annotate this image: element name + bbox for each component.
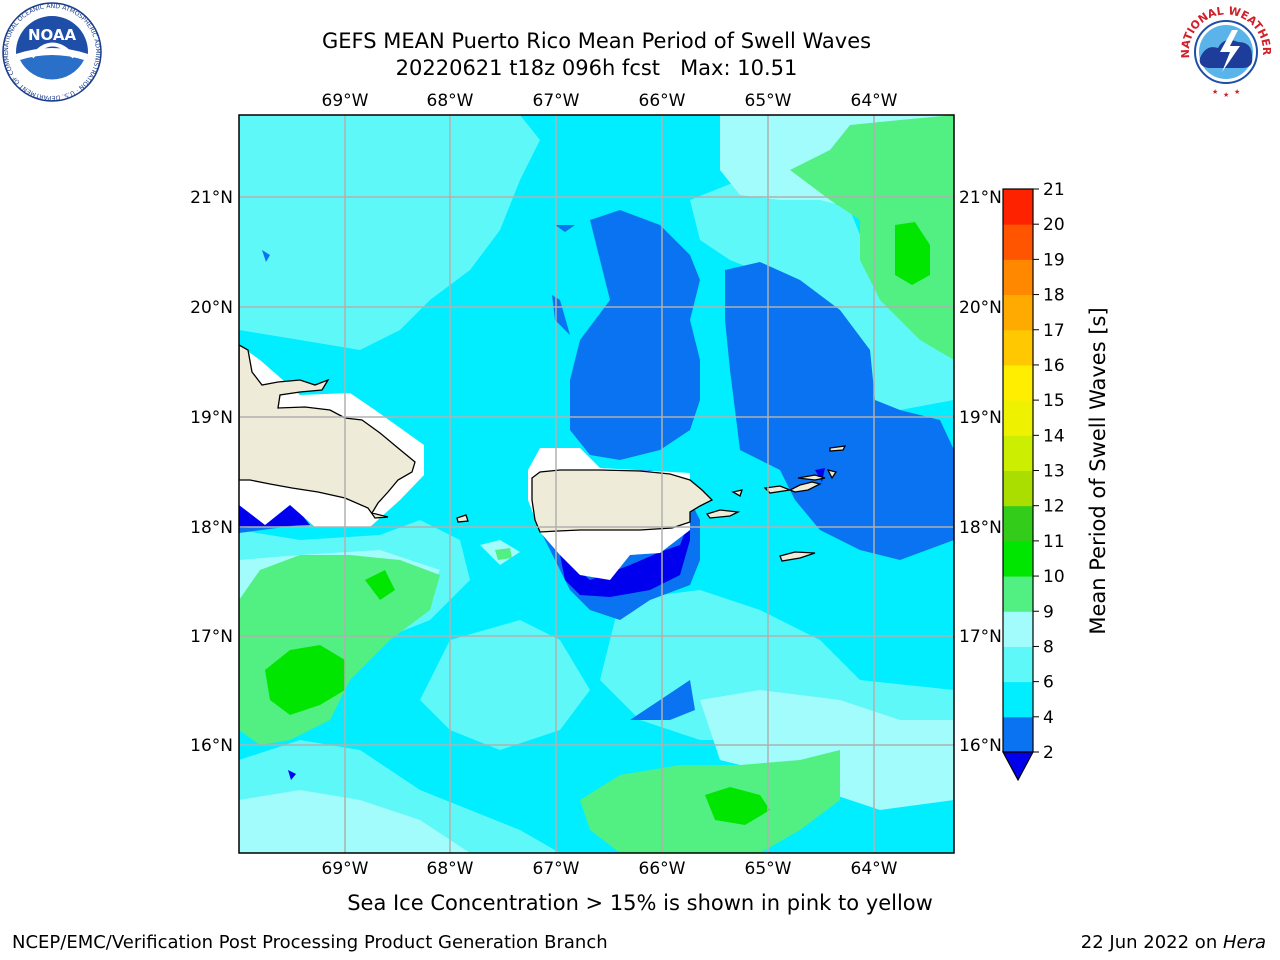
lon-label-top: 64°W — [851, 91, 898, 111]
colorbar-bin — [1003, 576, 1033, 612]
colorbar-label: Mean Period of Swell Waves [s] — [1086, 307, 1110, 634]
colorbar-tick-label: 6 — [1043, 673, 1054, 693]
lat-label-left: 16°N — [190, 736, 233, 756]
colorbar-bin — [1003, 716, 1033, 753]
svg-text:★: ★ — [1223, 91, 1229, 99]
nws-logo: NATIONAL WEATHER SERVICE ★ ★ ★ — [1172, 0, 1276, 102]
colorbar-bin — [1003, 294, 1033, 331]
colorbar-bin — [1003, 329, 1033, 366]
lat-label-right: 20°N — [959, 298, 1002, 318]
colorbar-bin — [1003, 681, 1033, 718]
colorbar-tick-label: 13 — [1043, 462, 1065, 482]
lat-label-left: 18°N — [190, 518, 233, 538]
svg-text:★: ★ — [1234, 88, 1240, 96]
colorbar-bin — [1003, 364, 1033, 401]
lon-label-top: 65°W — [745, 91, 792, 111]
colorbar-tick-label: 18 — [1043, 286, 1065, 306]
hispaniola — [239, 344, 416, 519]
lat-label-left: 21°N — [190, 188, 233, 208]
contours-9-10 — [239, 115, 954, 853]
lon-label-bottom: 66°W — [639, 859, 686, 879]
colorbar-bin — [1003, 259, 1033, 296]
graticule — [239, 115, 954, 853]
colorbar-tick-label: 19 — [1043, 250, 1065, 270]
lon-label-bottom: 65°W — [745, 859, 792, 879]
map-area — [239, 115, 954, 853]
lon-label-bottom: 69°W — [322, 859, 369, 879]
longitude-labels: 69°W 69°W 68°W 68°W 67°W 67°W 66°W 66°W 65°W 65°W… — [322, 91, 898, 879]
colorbar-tick-label: 12 — [1043, 497, 1065, 517]
colorbar-tick-label: 15 — [1043, 391, 1065, 411]
lat-label-right: 18°N — [959, 518, 1002, 538]
colorbar-bin — [1003, 224, 1033, 260]
footer-branch: NCEP/EMC/Verification Post Processing Pr… — [12, 932, 608, 953]
lon-label-bottom: 64°W — [851, 859, 898, 879]
map-subtitle: 20220621 t18z 096h fcst Max: 10.51 — [395, 56, 798, 80]
mona-island — [456, 514, 469, 523]
colorbar-bin — [1003, 435, 1033, 471]
colorbar-bin — [1003, 189, 1033, 225]
colorbar-tick-label: 10 — [1043, 567, 1065, 587]
contours-10-11 — [265, 222, 930, 825]
culebra — [731, 489, 743, 497]
noaa-logo-text: NOAA — [28, 26, 77, 44]
sea-ice-caption: Sea Ice Concentration > 15% is shown in … — [347, 891, 933, 915]
colorbar-tick-label: 2 — [1043, 743, 1054, 763]
footer-date-text: 22 Jun 2022 on — [1080, 932, 1223, 953]
lon-label-bottom: 68°W — [427, 859, 474, 879]
colorbar-tick-label: 16 — [1043, 356, 1065, 376]
lat-label-left: 19°N — [190, 408, 233, 428]
footer-date: 22 Jun 2022 on Hera — [1081, 932, 1266, 953]
colorbar-tick-label: 20 — [1043, 215, 1065, 235]
colorbar-tick-label: 14 — [1043, 426, 1065, 446]
colorbar-tick-label: 21 — [1043, 180, 1065, 200]
anegada — [829, 445, 847, 452]
colorbar: 2 4 6 8 9 10 11 12 13 14 15 16 17 18 19 20 21 — [1001, 180, 1065, 782]
footer-host: Hera — [1222, 932, 1266, 953]
lon-label-top: 68°W — [427, 91, 474, 111]
svg-text:★: ★ — [1212, 88, 1218, 96]
st-croix — [779, 551, 816, 562]
lon-label-top: 69°W — [322, 91, 369, 111]
lat-label-right: 19°N — [959, 408, 1002, 428]
colorbar-tick-label: 11 — [1043, 532, 1065, 552]
lon-label-top: 67°W — [533, 91, 580, 111]
map-title: GEFS MEAN Puerto Rico Mean Period of Swe… — [321, 29, 872, 53]
lon-label-top: 66°W — [639, 91, 686, 111]
lat-label-left: 17°N — [190, 627, 233, 647]
colorbar-bin — [1003, 646, 1033, 683]
lon-label-bottom: 67°W — [533, 859, 580, 879]
lat-label-left: 20°N — [190, 298, 233, 318]
lat-label-right: 16°N — [959, 736, 1002, 756]
land — [239, 344, 847, 562]
colorbar-extend-arrow — [1001, 751, 1035, 782]
colorbar-bin — [1003, 611, 1033, 647]
colorbar-tick-label: 17 — [1043, 321, 1065, 341]
tortola — [797, 474, 826, 481]
lat-label-right: 21°N — [959, 188, 1002, 208]
map-frame — [238, 114, 955, 854]
noaa-logo: NATIONAL OCEANIC AND ATMOSPHERIC ADMINIS… — [0, 0, 102, 102]
puerto-rico — [531, 469, 714, 533]
lat-label-right: 17°N — [959, 627, 1002, 647]
colorbar-tick-label: 4 — [1043, 708, 1054, 728]
st-john-bvi — [788, 481, 822, 493]
colorbar-bin — [1003, 505, 1033, 542]
colorbar-bin — [1003, 470, 1033, 507]
vieques — [705, 509, 741, 519]
colorbar-tick-label: 8 — [1043, 637, 1054, 657]
virgin-gorda — [826, 469, 838, 480]
latitude-labels: 21°N 21°N 20°N 20°N 19°N 19°N 18°N 18°N 17°N 17°N… — [190, 188, 1002, 756]
colorbar-bin — [1003, 400, 1033, 436]
colorbar-bin — [1003, 540, 1033, 577]
colorbar-tick-label: 9 — [1043, 602, 1054, 622]
